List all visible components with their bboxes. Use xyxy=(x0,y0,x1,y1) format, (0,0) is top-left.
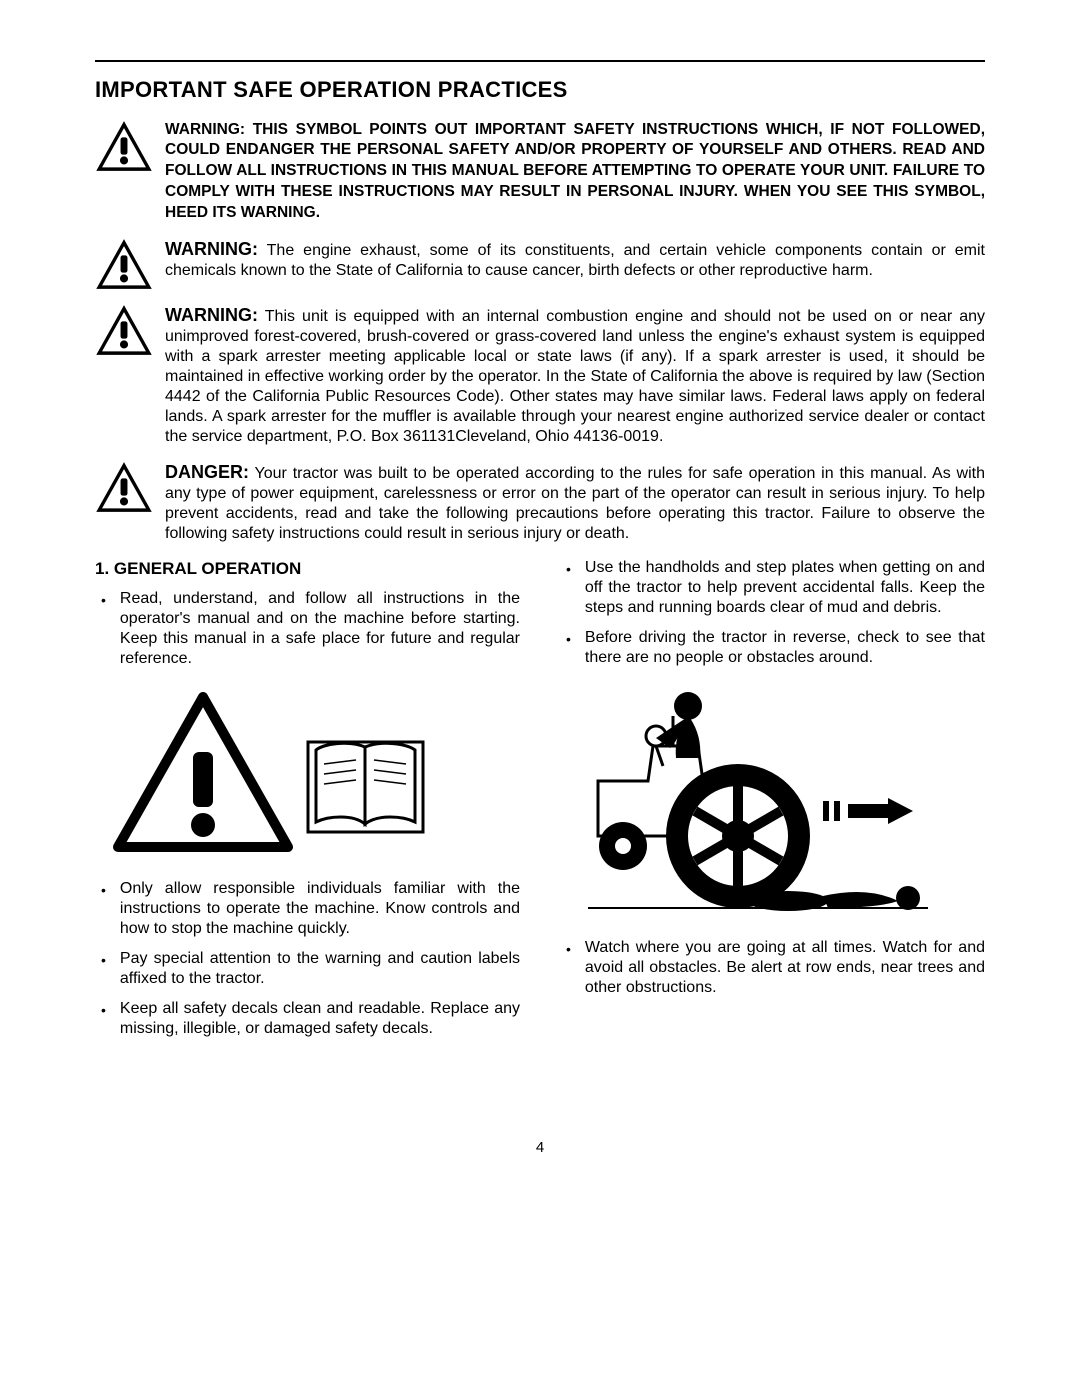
right-bullet-list: Use the handholds and step plates when g… xyxy=(560,558,985,668)
warning-block-1: WARNING: THIS SYMBOL POINTS OUT IMPORTAN… xyxy=(95,120,985,225)
right-bullet-list-2: Watch where you are going at all times. … xyxy=(560,938,985,998)
page-title: IMPORTANT SAFE OPERATION PRACTICES xyxy=(95,76,985,104)
left-bullet-list: Read, understand, and follow all instruc… xyxy=(95,589,520,669)
warning-2-body: The engine exhaust, some of its constitu… xyxy=(165,242,985,279)
warning-triangle-icon xyxy=(95,461,153,513)
list-item: Read, understand, and follow all instruc… xyxy=(95,589,520,669)
list-item: Keep all safety decals clean and readabl… xyxy=(95,999,520,1039)
warning-3-body: This unit is equipped with an internal c… xyxy=(165,308,985,445)
warning-3-label: WARNING: xyxy=(165,305,258,325)
list-item: Pay special attention to the warning and… xyxy=(95,949,520,989)
bullet-text: Only allow responsible individuals famil… xyxy=(120,879,520,939)
warning-manual-illustration xyxy=(113,687,520,857)
danger-text: DANGER: Your tractor was built to be ope… xyxy=(165,461,985,544)
right-column: Use the handholds and step plates when g… xyxy=(560,558,985,1049)
list-item: Watch where you are going at all times. … xyxy=(560,938,985,998)
danger-block: DANGER: Your tractor was built to be ope… xyxy=(95,461,985,544)
warning-1-body: THIS SYMBOL POINTS OUT IMPORTANT SAFETY … xyxy=(165,121,985,222)
warning-triangle-icon xyxy=(95,238,153,290)
danger-label: DANGER: xyxy=(165,462,249,482)
list-item: Before driving the tractor in reverse, c… xyxy=(560,628,985,668)
bullet-text: Use the handholds and step plates when g… xyxy=(585,558,985,618)
warning-1-label: WARNING: xyxy=(165,121,245,138)
bullet-text: Pay special attention to the warning and… xyxy=(120,949,520,989)
list-item: Only allow responsible individuals famil… xyxy=(95,879,520,939)
bullet-text: Before driving the tractor in reverse, c… xyxy=(585,628,985,668)
page-number: 4 xyxy=(95,1139,985,1158)
danger-body: Your tractor was built to be operated ac… xyxy=(165,465,985,542)
warning-triangle-icon xyxy=(95,120,153,172)
warning-3-text: WARNING: This unit is equipped with an i… xyxy=(165,304,985,447)
bullet-text: Watch where you are going at all times. … xyxy=(585,938,985,998)
warning-1-text: WARNING: THIS SYMBOL POINTS OUT IMPORTAN… xyxy=(165,120,985,225)
section-heading: 1. GENERAL OPERATION xyxy=(95,558,520,579)
list-item: Use the handholds and step plates when g… xyxy=(560,558,985,618)
bullet-text: Read, understand, and follow all instruc… xyxy=(120,589,520,669)
warning-block-2: WARNING: The engine exhaust, some of its… xyxy=(95,238,985,290)
top-rule xyxy=(95,60,985,62)
warning-block-3: WARNING: This unit is equipped with an i… xyxy=(95,304,985,447)
warning-2-text: WARNING: The engine exhaust, some of its… xyxy=(165,238,985,281)
bullet-text: Keep all safety decals clean and readabl… xyxy=(120,999,520,1039)
left-bullet-list-2: Only allow responsible individuals famil… xyxy=(95,879,520,1039)
two-column-body: 1. GENERAL OPERATION Read, understand, a… xyxy=(95,558,985,1049)
warning-2-label: WARNING: xyxy=(165,239,258,259)
warning-triangle-icon xyxy=(95,304,153,356)
tractor-reverse-illustration xyxy=(578,686,985,916)
left-column: 1. GENERAL OPERATION Read, understand, a… xyxy=(95,558,520,1049)
